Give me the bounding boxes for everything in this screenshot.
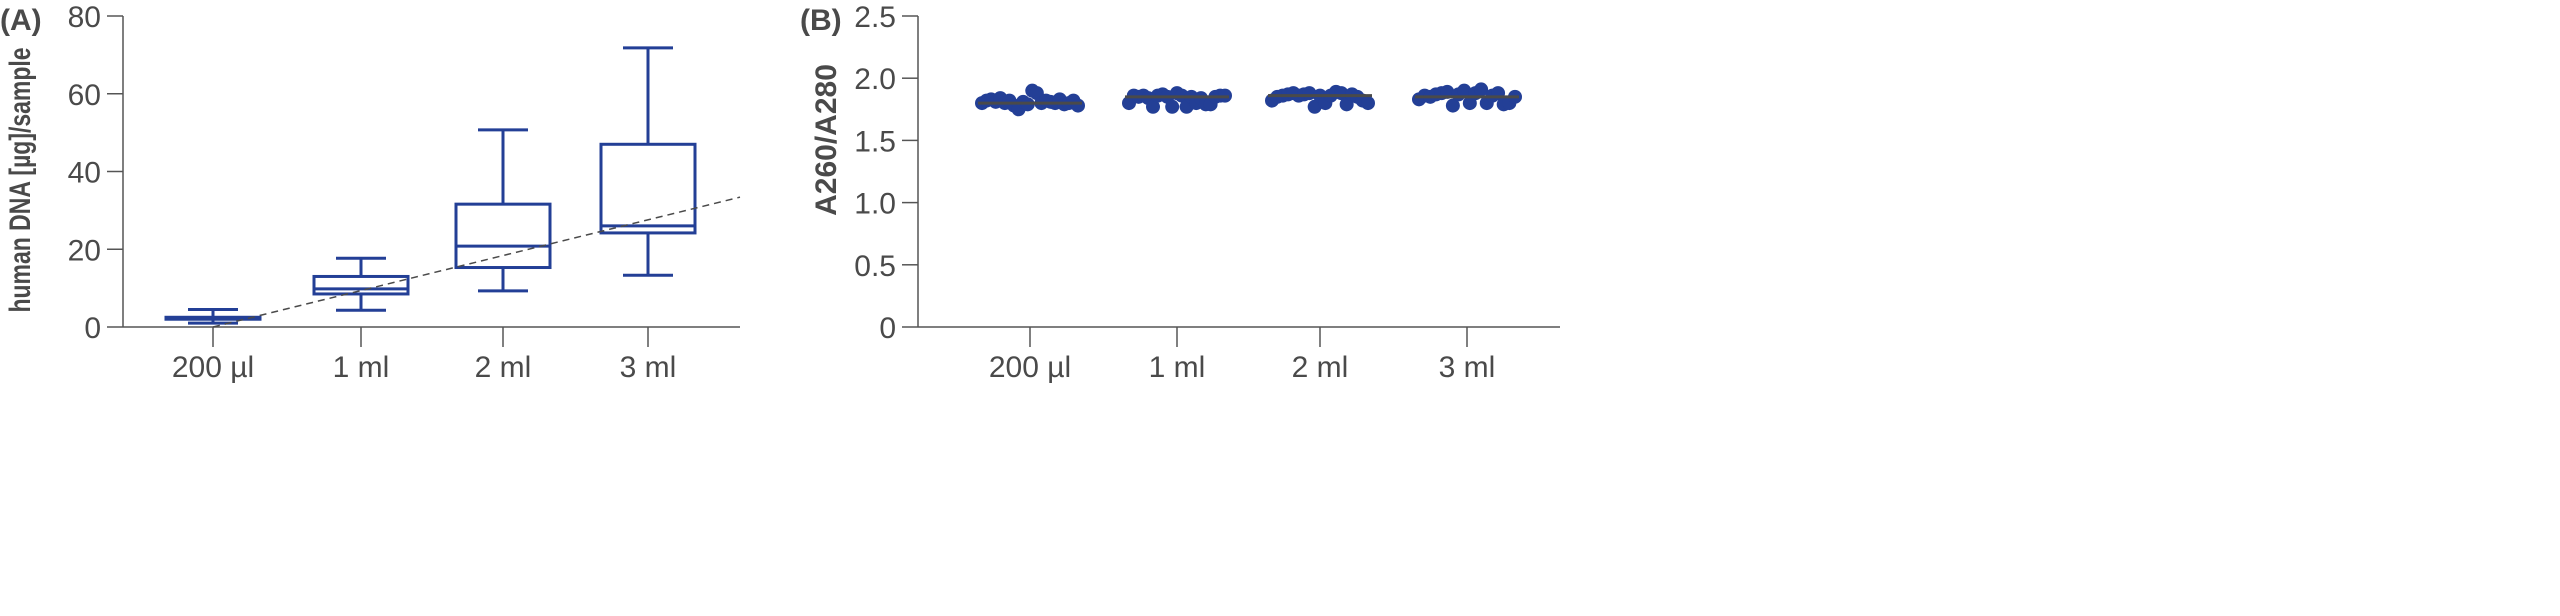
point-group-1 <box>975 83 1085 117</box>
data-point <box>1146 99 1160 114</box>
data-point <box>1445 98 1460 113</box>
y-tick-label: 2.5 <box>854 1 896 34</box>
panel-a: 0 20 40 60 80 200 µl 1 ml 2 ml 3 ml <box>68 1 741 384</box>
y-tick-label: 60 <box>68 79 101 112</box>
data-point <box>1165 99 1180 114</box>
y-tick-label: 40 <box>68 157 101 190</box>
y-axis-title-b: A260/A280 <box>810 64 843 216</box>
data-point <box>1071 98 1085 113</box>
y-tick-label: 0.5 <box>854 250 896 283</box>
y-tick-label: 2.0 <box>854 63 896 96</box>
x-tick-label: 1 ml <box>1149 351 1206 384</box>
data-point <box>1361 96 1375 111</box>
x-tick-label: 2 ml <box>475 351 532 384</box>
y-tick-label: 20 <box>68 234 101 267</box>
data-point <box>1457 83 1472 98</box>
trend-line <box>212 196 741 328</box>
x-tick-label: 1 ml <box>333 351 390 384</box>
point-group-2 <box>1122 86 1232 114</box>
y-tick-label: 0 <box>84 312 101 345</box>
x-tick-label: 200 µl <box>989 351 1071 384</box>
y-axis-title-a: human DNA [µg]/sample <box>4 48 37 313</box>
box-4 <box>599 46 697 277</box>
iqr-box <box>599 142 697 235</box>
box-1 <box>164 308 262 325</box>
data-point <box>1474 82 1489 97</box>
x-tick-label: 200 µl <box>172 351 254 384</box>
point-group-3 <box>1265 84 1375 114</box>
y-tick-label: 1.5 <box>854 125 896 158</box>
point-group-4 <box>1412 82 1522 113</box>
panel-label-b: (B) <box>800 4 842 37</box>
panel-label-a: (A) <box>0 4 42 37</box>
panel-b: 0 0.5 1.0 1.5 2.0 2.5 200 µl 1 ml 2 ml 3 ml <box>854 1 1560 384</box>
y-tick-label: 1.0 <box>854 188 896 221</box>
box-2 <box>312 256 410 312</box>
y-tick-label: 0 <box>879 312 896 345</box>
x-tick-label: 3 ml <box>620 351 677 384</box>
box-3 <box>454 128 552 293</box>
x-tick-label: 2 ml <box>1292 351 1349 384</box>
iqr-box <box>454 202 552 270</box>
y-tick-label: 80 <box>68 1 101 34</box>
data-point <box>1307 99 1322 114</box>
iqr-box <box>312 274 410 296</box>
x-tick-label: 3 ml <box>1439 351 1496 384</box>
